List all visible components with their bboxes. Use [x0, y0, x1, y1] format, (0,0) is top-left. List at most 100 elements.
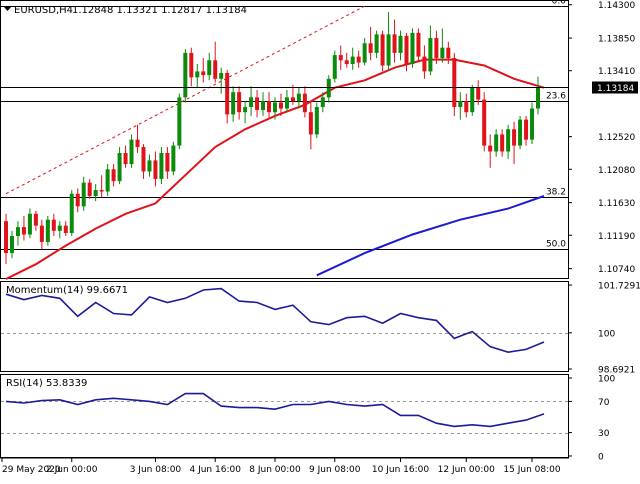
candle-body	[500, 134, 505, 152]
candle	[500, 129, 505, 157]
candle-body	[506, 129, 511, 152]
candle-body	[398, 35, 403, 53]
candle	[87, 178, 92, 199]
price-tick-label: 1.10740	[598, 265, 635, 275]
candle	[21, 215, 26, 241]
candle-body	[494, 134, 499, 152]
candle-body	[290, 97, 295, 102]
candle-body	[33, 213, 38, 226]
current-price-label: 1.13184	[597, 84, 634, 94]
candle	[33, 210, 38, 231]
candle-body	[225, 72, 230, 115]
chart-ohlc-label: 1.12848 1.13321 1.12817 1.13184	[72, 5, 247, 16]
candle-body	[123, 152, 128, 165]
candle-body	[27, 213, 32, 235]
candle-body	[39, 225, 44, 242]
axis-labels-layer: 1.14300 1.13850 1.13410 1.12520 1.12080 1.116…	[1, 1, 640, 475]
candle	[27, 208, 32, 239]
candle-body	[416, 32, 421, 57]
candle	[434, 30, 439, 65]
candle-body	[171, 145, 176, 172]
candle	[9, 230, 14, 259]
candle-body	[261, 101, 266, 110]
price-tick-label: 1.14300	[598, 1, 635, 11]
candle-body	[213, 60, 218, 79]
candle	[290, 84, 295, 105]
candle-body	[21, 227, 26, 235]
candle	[189, 47, 194, 87]
price-tick-label: 1.12520	[598, 133, 635, 143]
candle	[225, 69, 230, 124]
candle	[141, 144, 146, 179]
candle	[261, 92, 266, 116]
candle-body	[272, 102, 277, 113]
fib-level-label: 0.0	[552, 0, 567, 7]
candle	[392, 19, 397, 63]
candle	[81, 176, 86, 211]
candle	[362, 38, 367, 66]
main-pane-frame	[0, 0, 569, 279]
candle-body	[105, 169, 110, 192]
candle	[123, 145, 128, 168]
candle	[51, 213, 56, 237]
candle	[171, 141, 176, 176]
candle	[386, 12, 391, 70]
candle	[195, 64, 200, 88]
candle-body	[326, 78, 331, 98]
candle	[255, 89, 260, 118]
time-tick-label: 4 Jun 16:00	[189, 465, 241, 475]
candle	[374, 30, 379, 59]
time-tick-label: 9 Jun 08:00	[309, 465, 361, 475]
candle-body	[129, 139, 134, 165]
candle	[15, 221, 20, 246]
candle	[338, 45, 343, 70]
candle	[117, 147, 122, 185]
candle-body	[518, 119, 523, 146]
candle-body	[512, 129, 517, 146]
candle	[380, 30, 385, 72]
momentum-title: Momentum(14) 99.6671	[6, 285, 128, 296]
time-tick-label: 15 Jun 08:00	[503, 465, 560, 475]
rsi-tick-label: 30	[598, 429, 610, 439]
main-pane-layer: 0.0 23.6 38.2 50.0	[1, 0, 568, 280]
candle-body	[278, 102, 283, 109]
time-tick-label: 2 Jun 00:00	[46, 465, 98, 475]
candle	[63, 221, 68, 237]
candle-body	[75, 193, 80, 207]
candle-body	[15, 227, 20, 237]
candle	[368, 26, 373, 61]
candle-body	[111, 169, 116, 182]
candle	[267, 92, 272, 118]
candle	[332, 50, 337, 83]
candle-body	[392, 34, 397, 53]
candle	[398, 30, 403, 61]
price-tick-label: 1.11630	[598, 199, 635, 209]
candle	[458, 92, 463, 120]
candle	[452, 52, 457, 116]
candle	[165, 147, 170, 179]
trend-line	[5, 5, 365, 195]
candle	[57, 221, 62, 239]
candle	[231, 86, 236, 122]
candle-body	[428, 38, 433, 72]
candle	[249, 86, 254, 116]
chevron-down-icon[interactable]	[4, 7, 11, 11]
candle-body	[446, 47, 451, 59]
candle	[243, 101, 248, 124]
chart-symbol-label: EURUSD,H4	[14, 5, 73, 16]
candle	[177, 93, 182, 150]
candle-body	[452, 58, 457, 108]
candle	[446, 41, 451, 65]
candle-body	[482, 99, 487, 146]
candle-body	[440, 47, 445, 59]
rsi-tick-label: 0	[598, 453, 604, 463]
fib-level-label: 23.6	[546, 92, 566, 102]
candle	[201, 58, 206, 83]
candle-body	[189, 52, 194, 78]
candle	[350, 47, 355, 70]
candle-body	[302, 93, 307, 113]
candle-body	[386, 34, 391, 66]
candle	[506, 124, 511, 159]
